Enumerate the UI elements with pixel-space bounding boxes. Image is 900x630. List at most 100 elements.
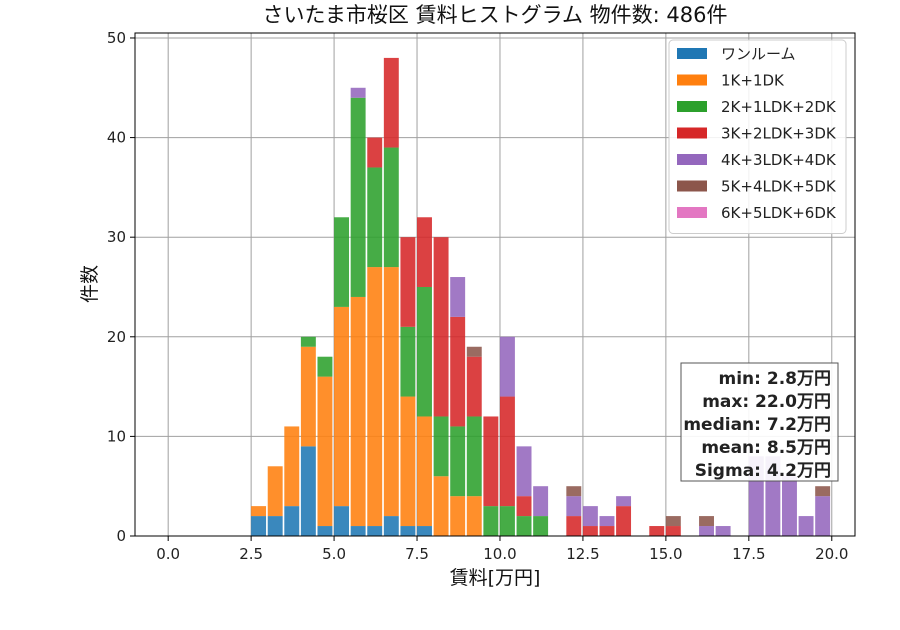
bar-4-bin-22 [599, 526, 615, 536]
bar-5-bin-16 [499, 336, 515, 397]
bar-5-bin-20 [566, 496, 582, 517]
plot-frame [134, 32, 856, 537]
x-tick-label: 12.5 [566, 545, 599, 563]
bar-2-bin-5 [317, 376, 333, 527]
bar-5-bin-17 [516, 446, 532, 497]
bar-5-bin-23 [616, 496, 632, 507]
bar-4-bin-11 [417, 217, 432, 287]
bar-4-bin-26 [665, 526, 681, 536]
bar-2-bin-1 [251, 506, 267, 517]
bar-4-bin-12 [433, 237, 449, 417]
y-tick-label: 50 [107, 29, 126, 47]
bar-4-bin-8 [367, 137, 383, 168]
bar-6-bin-14 [466, 346, 482, 357]
legend-swatch [677, 48, 707, 59]
bar-4-bin-20 [566, 516, 582, 536]
legend-box [668, 39, 847, 234]
stat-line: median: 7.2万円 [683, 415, 831, 435]
bar-3-bin-10 [400, 326, 416, 397]
legend-label: 2K+1LDK+2DK [721, 98, 837, 116]
bar-2-bin-7 [350, 296, 366, 527]
bar-3-bin-17 [516, 516, 532, 536]
legend-swatch [677, 127, 707, 139]
x-tick-label: 2.5 [239, 545, 263, 563]
bar-2-bin-10 [400, 396, 416, 527]
bar-3-bin-9 [383, 147, 399, 268]
bar-5-bin-7 [350, 87, 366, 98]
x-tick-label: 20.0 [815, 545, 848, 563]
bar-1-bin-11 [417, 526, 432, 536]
stats-box: min: 2.8万円 max: 22.0万円 median: 7.2万円 mean: … [680, 362, 839, 482]
legend-label: 6K+5LDK+6DK [721, 204, 837, 222]
bar-5-bin-13 [450, 277, 466, 317]
x-tick-label: 15.0 [649, 545, 682, 563]
legend-label: 3K+2LDK+3DK [721, 125, 837, 143]
stat-line: min: 2.8万円 [719, 369, 831, 389]
bar-1-bin-4 [300, 446, 316, 536]
bar-3-bin-11 [417, 286, 432, 417]
bar-3-bin-14 [466, 416, 482, 497]
bar-3-bin-18 [533, 516, 549, 536]
bar-5-bin-35 [815, 496, 831, 536]
legend-swatch [677, 74, 707, 86]
histogram-bars [251, 57, 831, 536]
bar-4-bin-9 [383, 57, 399, 148]
y-tick-label: 40 [107, 129, 126, 147]
bar-3-bin-12 [433, 416, 449, 477]
legend-label: ワンルーム [721, 45, 796, 63]
chart-title: さいたま市桜区 賃料ヒストグラム 物件数: 486件 [263, 3, 728, 27]
legend-label: 4K+3LDK+4DK [721, 151, 837, 169]
bar-5-bin-18 [533, 486, 549, 517]
bar-1-bin-8 [367, 526, 383, 536]
y-tick-label: 0 [116, 527, 126, 545]
stat-line: max: 22.0万円 [702, 392, 831, 412]
bar-1-bin-7 [350, 526, 366, 536]
bar-6-bin-20 [566, 486, 582, 497]
legend-swatch [677, 101, 707, 112]
legend-label: 1K+1DK [721, 72, 785, 90]
bar-2-bin-14 [466, 496, 482, 536]
x-tick-label: 5.0 [322, 545, 346, 563]
y-tick-label: 20 [107, 328, 126, 346]
bar-4-bin-21 [582, 526, 598, 536]
bar-1-bin-3 [284, 506, 300, 536]
axis-ticks: 0.0 2.5 5.0 7.5 10.0 12.5 15.0 17.5 20.0 0 10 20 30 4… [107, 29, 849, 563]
bar-4-bin-23 [616, 506, 632, 536]
bar-4-bin-17 [516, 496, 532, 517]
bar-2-bin-8 [367, 267, 383, 527]
bar-2-bin-2 [267, 466, 283, 517]
bar-3-bin-5 [317, 356, 333, 377]
bar-4-bin-10 [400, 237, 416, 327]
stat-line: mean: 8.5万円 [701, 438, 831, 458]
bar-4-bin-15 [483, 416, 499, 507]
bar-6-bin-26 [665, 516, 681, 527]
legend-swatch [677, 180, 707, 192]
legend-swatch [677, 207, 707, 218]
bar-4-bin-14 [466, 356, 482, 417]
bar-1-bin-9 [383, 516, 399, 536]
bar-2-bin-4 [300, 346, 316, 447]
bar-2-bin-12 [433, 476, 449, 536]
x-tick-label: 10.0 [483, 545, 516, 563]
bar-1-bin-2 [267, 516, 283, 536]
bar-5-bin-33 [782, 476, 797, 536]
bar-4-bin-16 [499, 396, 515, 507]
bar-2-bin-9 [383, 267, 399, 517]
y-tick-label: 10 [107, 427, 126, 445]
bar-2-bin-11 [417, 416, 432, 527]
bar-3-bin-4 [300, 336, 316, 347]
x-tick-label: 7.5 [405, 545, 429, 563]
legend-swatch [677, 154, 707, 165]
bar-3-bin-16 [499, 506, 515, 536]
bar-5-bin-22 [599, 516, 615, 527]
x-axis-label: 賃料[万円] [450, 567, 541, 589]
bar-5-bin-21 [582, 506, 598, 527]
bar-4-bin-13 [450, 316, 466, 427]
bar-3-bin-8 [367, 167, 383, 268]
bar-1-bin-5 [317, 526, 333, 536]
bar-2-bin-13 [450, 496, 466, 536]
bar-6-bin-35 [815, 486, 831, 497]
bar-1-bin-10 [400, 526, 416, 536]
bar-3-bin-6 [334, 217, 350, 307]
